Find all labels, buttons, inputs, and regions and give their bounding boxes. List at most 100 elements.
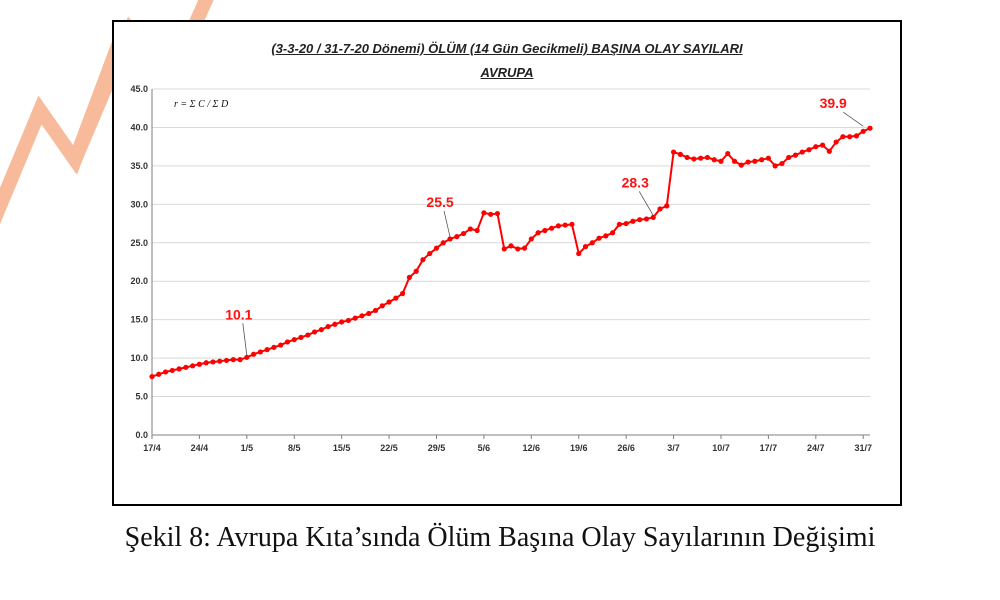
data-point xyxy=(772,163,778,169)
data-point xyxy=(657,206,663,212)
data-point xyxy=(251,351,257,357)
x-tick-label: 19/6 xyxy=(570,443,588,453)
data-point xyxy=(332,321,338,327)
data-point xyxy=(339,319,345,325)
data-point xyxy=(555,223,562,229)
data-point xyxy=(223,357,230,364)
data-point xyxy=(366,310,372,317)
data-point xyxy=(481,210,487,216)
y-tick-label: 35.0 xyxy=(130,161,148,171)
y-tick-label: 25.0 xyxy=(130,238,148,248)
data-point xyxy=(305,332,311,338)
data-point xyxy=(203,360,209,366)
y-tick-label: 5.0 xyxy=(135,392,148,402)
data-point xyxy=(759,157,765,163)
data-point xyxy=(691,156,697,162)
data-point xyxy=(237,357,243,363)
data-point xyxy=(427,250,433,257)
data-point xyxy=(311,329,318,335)
data-point xyxy=(650,214,656,221)
data-point xyxy=(169,367,175,374)
annotation-leader xyxy=(242,323,248,356)
data-point xyxy=(643,216,650,222)
data-point xyxy=(400,290,406,297)
data-point xyxy=(589,240,595,246)
data-point xyxy=(847,134,853,140)
data-point xyxy=(867,125,873,131)
data-point xyxy=(637,217,643,223)
data-point xyxy=(623,220,629,227)
data-point xyxy=(149,373,155,380)
data-point xyxy=(765,155,771,161)
x-tick-label: 22/5 xyxy=(380,443,398,453)
data-point xyxy=(291,337,297,343)
data-point xyxy=(352,315,358,321)
data-point xyxy=(745,159,751,165)
line-chart: 0.0 5.0 10.0 15.0 20.0 25.0 30.0 35.0 40.0 45.0 17… xyxy=(130,84,873,453)
data-point xyxy=(379,303,385,309)
data-point xyxy=(413,268,419,274)
x-tick-label: 24/4 xyxy=(191,443,209,453)
data-point xyxy=(670,149,677,155)
data-point xyxy=(372,307,379,314)
data-point xyxy=(528,236,534,242)
chart-frame: 0.0 5.0 10.0 15.0 20.0 25.0 30.0 35.0 40.0 45.0 17… xyxy=(112,20,902,506)
data-point xyxy=(217,358,223,364)
data-point xyxy=(826,148,832,154)
data-point xyxy=(779,160,785,167)
x-tick-label: 5/6 xyxy=(478,443,491,453)
data-point xyxy=(630,218,636,224)
data-point xyxy=(535,230,541,236)
data-point xyxy=(813,144,819,150)
data-point xyxy=(244,354,250,360)
y-tick-label: 45.0 xyxy=(130,84,148,94)
data-point xyxy=(596,235,602,241)
chart-title: (3-3-20 / 31-7-20 Dönemi) ÖLÜM (14 Gün G… xyxy=(271,41,743,56)
data-point xyxy=(684,154,690,161)
data-point xyxy=(582,244,589,250)
data-point xyxy=(454,234,460,240)
data-point xyxy=(860,128,866,134)
data-point xyxy=(386,299,392,305)
data-point xyxy=(704,154,711,161)
data-point xyxy=(474,227,480,234)
data-point xyxy=(603,233,609,239)
data-point xyxy=(501,246,507,252)
data-point xyxy=(576,250,582,257)
data-point xyxy=(440,240,446,246)
chart-subtitle: AVRUPA xyxy=(480,65,534,80)
data-point xyxy=(393,295,399,301)
data-point xyxy=(460,230,467,237)
data-point xyxy=(190,363,196,369)
data-point xyxy=(521,245,528,251)
data-point xyxy=(467,226,473,232)
annotation-leader xyxy=(638,191,654,216)
data-point xyxy=(284,339,291,345)
x-tick-label: 17/4 xyxy=(143,443,161,453)
data-point xyxy=(616,221,622,227)
data-point xyxy=(664,203,670,209)
data-point xyxy=(806,147,812,153)
y-tick-label: 15.0 xyxy=(130,315,148,325)
data-point xyxy=(752,158,758,164)
x-tick-label: 10/7 xyxy=(712,443,730,453)
data-point xyxy=(711,157,717,163)
formula-text: r = Σ C / Σ D xyxy=(174,99,229,110)
data-point xyxy=(819,142,826,148)
data-point xyxy=(725,150,731,157)
data-point xyxy=(156,371,162,377)
data-point xyxy=(515,246,521,252)
data-point xyxy=(420,257,426,263)
x-tick-label: 1/5 xyxy=(241,443,254,453)
data-point xyxy=(278,342,284,348)
y-tick-label: 10.0 xyxy=(130,353,148,363)
data-label: 10.1 xyxy=(225,306,252,322)
data-point xyxy=(792,152,799,158)
data-point xyxy=(840,134,846,140)
data-point xyxy=(853,133,860,139)
data-point xyxy=(176,366,182,372)
data-point xyxy=(799,149,805,155)
data-point xyxy=(508,243,514,249)
x-tick-label: 31/7 xyxy=(854,443,872,453)
data-point xyxy=(433,245,440,251)
